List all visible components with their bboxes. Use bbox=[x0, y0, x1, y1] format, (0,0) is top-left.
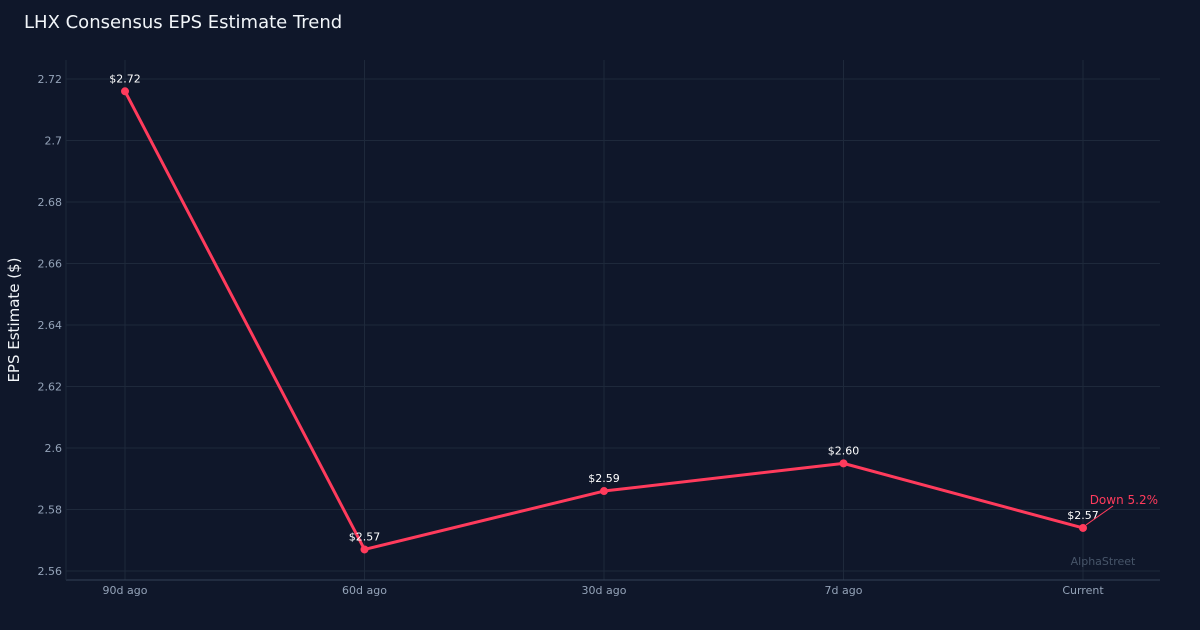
x-tick-label: 60d ago bbox=[342, 584, 387, 597]
data-point bbox=[360, 545, 369, 554]
y-axis-label: EPS Estimate ($) bbox=[5, 257, 23, 382]
x-tick-label: 7d ago bbox=[825, 584, 863, 597]
y-tick-label: 2.66 bbox=[38, 258, 63, 271]
y-tick-label: 2.7 bbox=[45, 135, 63, 148]
chart-title: LHX Consensus EPS Estimate Trend bbox=[24, 12, 343, 33]
data-point bbox=[600, 487, 608, 496]
data-point bbox=[121, 87, 129, 96]
data-label: $2.57 bbox=[349, 530, 381, 543]
y-tick-label: 2.64 bbox=[38, 319, 63, 332]
y-tick-label: 2.6 bbox=[45, 442, 63, 455]
y-tick-label: 2.68 bbox=[38, 196, 63, 209]
y-tick-label: 2.58 bbox=[38, 504, 63, 517]
data-label: $2.72 bbox=[109, 72, 141, 85]
y-tick-label: 2.72 bbox=[38, 73, 63, 86]
data-label: $2.57 bbox=[1067, 509, 1099, 522]
y-tick-label: 2.62 bbox=[38, 381, 63, 394]
x-tick-label: 90d ago bbox=[103, 584, 148, 597]
data-point bbox=[839, 459, 848, 468]
annotation-arrow bbox=[1085, 505, 1114, 526]
data-label: $2.60 bbox=[828, 444, 860, 457]
y-tick-label: 2.56 bbox=[38, 565, 63, 578]
data-point bbox=[1079, 523, 1087, 532]
data-label: $2.59 bbox=[588, 472, 620, 485]
x-tick-label: Current bbox=[1062, 584, 1104, 597]
x-tick-label: 30d ago bbox=[582, 584, 627, 597]
annotation-label: Down 5.2% bbox=[1090, 493, 1158, 507]
watermark: AlphaStreet bbox=[1071, 555, 1136, 568]
